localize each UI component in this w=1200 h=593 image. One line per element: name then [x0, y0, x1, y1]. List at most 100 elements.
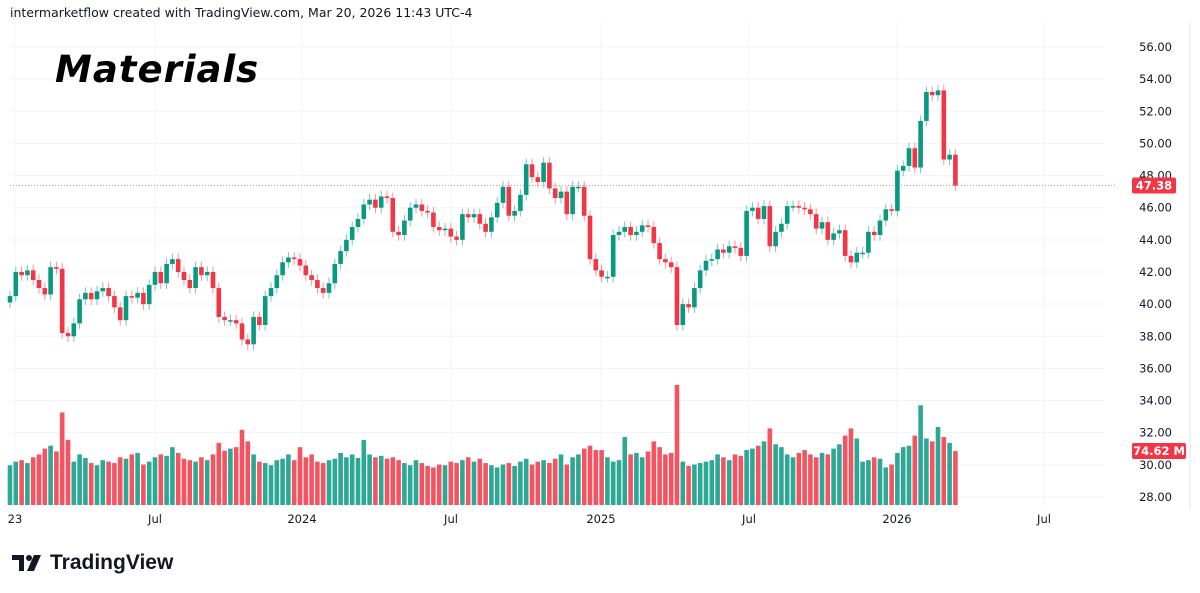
volume-bar — [750, 448, 755, 505]
price-tick-label: 40.00 — [1139, 297, 1172, 311]
candle-body — [280, 262, 285, 276]
candle-body — [779, 223, 784, 232]
candle-body — [906, 148, 912, 166]
candle-body — [808, 209, 813, 215]
volume-bar — [141, 464, 146, 505]
candle-body — [871, 231, 877, 236]
volume-bar — [158, 454, 164, 505]
volume-bar — [175, 452, 181, 505]
candle-body — [112, 296, 117, 308]
volume-bar — [866, 460, 871, 505]
candle-body — [460, 214, 465, 240]
candle-body — [36, 280, 42, 289]
volume-bar — [320, 463, 326, 505]
volume-bar — [761, 441, 767, 505]
candle-body — [222, 316, 227, 321]
candle-body — [825, 222, 831, 240]
volume-bar — [912, 435, 918, 505]
volume-bar — [802, 450, 807, 505]
price-tick-label: 34.00 — [1139, 394, 1172, 408]
volume-bar — [692, 464, 697, 505]
candle-body — [570, 186, 575, 215]
candle-body — [315, 280, 320, 289]
candle-body — [94, 291, 100, 300]
candle-body — [117, 307, 123, 321]
time-axis: 23 Jul 2024 Jul 2025 Jul 2026 Jul — [8, 512, 1051, 526]
volume-bar — [953, 451, 958, 505]
candle-body — [239, 323, 245, 340]
volume-bar — [425, 465, 430, 505]
candle-body — [425, 210, 430, 213]
volume-bar — [767, 428, 773, 505]
volume-bar — [564, 464, 570, 505]
volume-bar — [361, 439, 367, 505]
volume-bar — [871, 457, 877, 505]
volume-bar — [808, 454, 813, 505]
tradingview-logo[interactable]: TradingView — [12, 551, 173, 575]
price-tick-label: 54.00 — [1139, 72, 1172, 86]
candle-body — [581, 186, 587, 216]
volume-bar — [65, 439, 71, 505]
candle-body — [123, 296, 129, 321]
candle-body — [454, 236, 459, 240]
volume-bar — [59, 412, 65, 505]
candle-body — [216, 288, 222, 317]
candle-body — [813, 214, 819, 229]
volume-bar — [877, 458, 883, 505]
volume-bar — [297, 447, 303, 505]
volume-bar — [860, 461, 865, 505]
time-tick-label: 2024 — [287, 512, 316, 526]
candle-body — [106, 288, 111, 297]
candle-body — [170, 259, 175, 264]
candle-body — [523, 164, 529, 195]
volume-bar — [48, 445, 53, 505]
chart-title: Materials — [55, 48, 260, 91]
candle-body — [100, 288, 106, 292]
candle-body — [251, 316, 256, 345]
volume-bar — [668, 452, 674, 505]
volume-bar — [367, 454, 372, 505]
volume-bar — [71, 461, 77, 505]
volume-bar — [697, 463, 703, 505]
candle-body — [373, 199, 378, 208]
volume-bar — [170, 447, 175, 505]
volume-bar — [813, 457, 819, 505]
volume-bar — [489, 465, 494, 505]
volume-bar — [204, 460, 210, 505]
volume-bar — [506, 463, 512, 505]
volume-bar — [639, 457, 645, 505]
candle-body — [924, 91, 929, 121]
volume-bar — [123, 458, 129, 505]
candle-body — [471, 214, 477, 218]
candle-body — [593, 259, 599, 271]
volume-bar — [558, 454, 564, 505]
candle-body — [320, 288, 326, 293]
volume-bar — [460, 460, 465, 505]
volume-bar — [715, 454, 720, 505]
candle-body — [135, 292, 140, 298]
price-tick-label: 36.00 — [1139, 361, 1172, 375]
volume-bar — [326, 460, 332, 505]
volume-bar — [680, 461, 686, 505]
candle-body — [929, 91, 935, 96]
candle-body — [802, 207, 807, 210]
last-price-badge — [1132, 177, 1176, 194]
last-price-label: 47.38 — [1136, 179, 1172, 193]
volume-bar — [112, 463, 117, 505]
volume-bar — [535, 461, 541, 505]
candle-body — [309, 275, 314, 281]
time-tick-label: 2025 — [586, 512, 615, 526]
candle-body — [291, 257, 297, 260]
volume-bar — [599, 450, 604, 505]
candle-body — [448, 228, 454, 237]
volume-bar — [413, 460, 419, 505]
candle-body — [500, 186, 506, 203]
candle-body — [187, 280, 193, 289]
volume-bar — [77, 454, 82, 505]
candle-body — [378, 196, 384, 208]
volume-bar — [19, 460, 24, 505]
volume-bar — [790, 457, 796, 505]
candle-body — [744, 210, 749, 256]
volume-bar — [616, 460, 622, 505]
